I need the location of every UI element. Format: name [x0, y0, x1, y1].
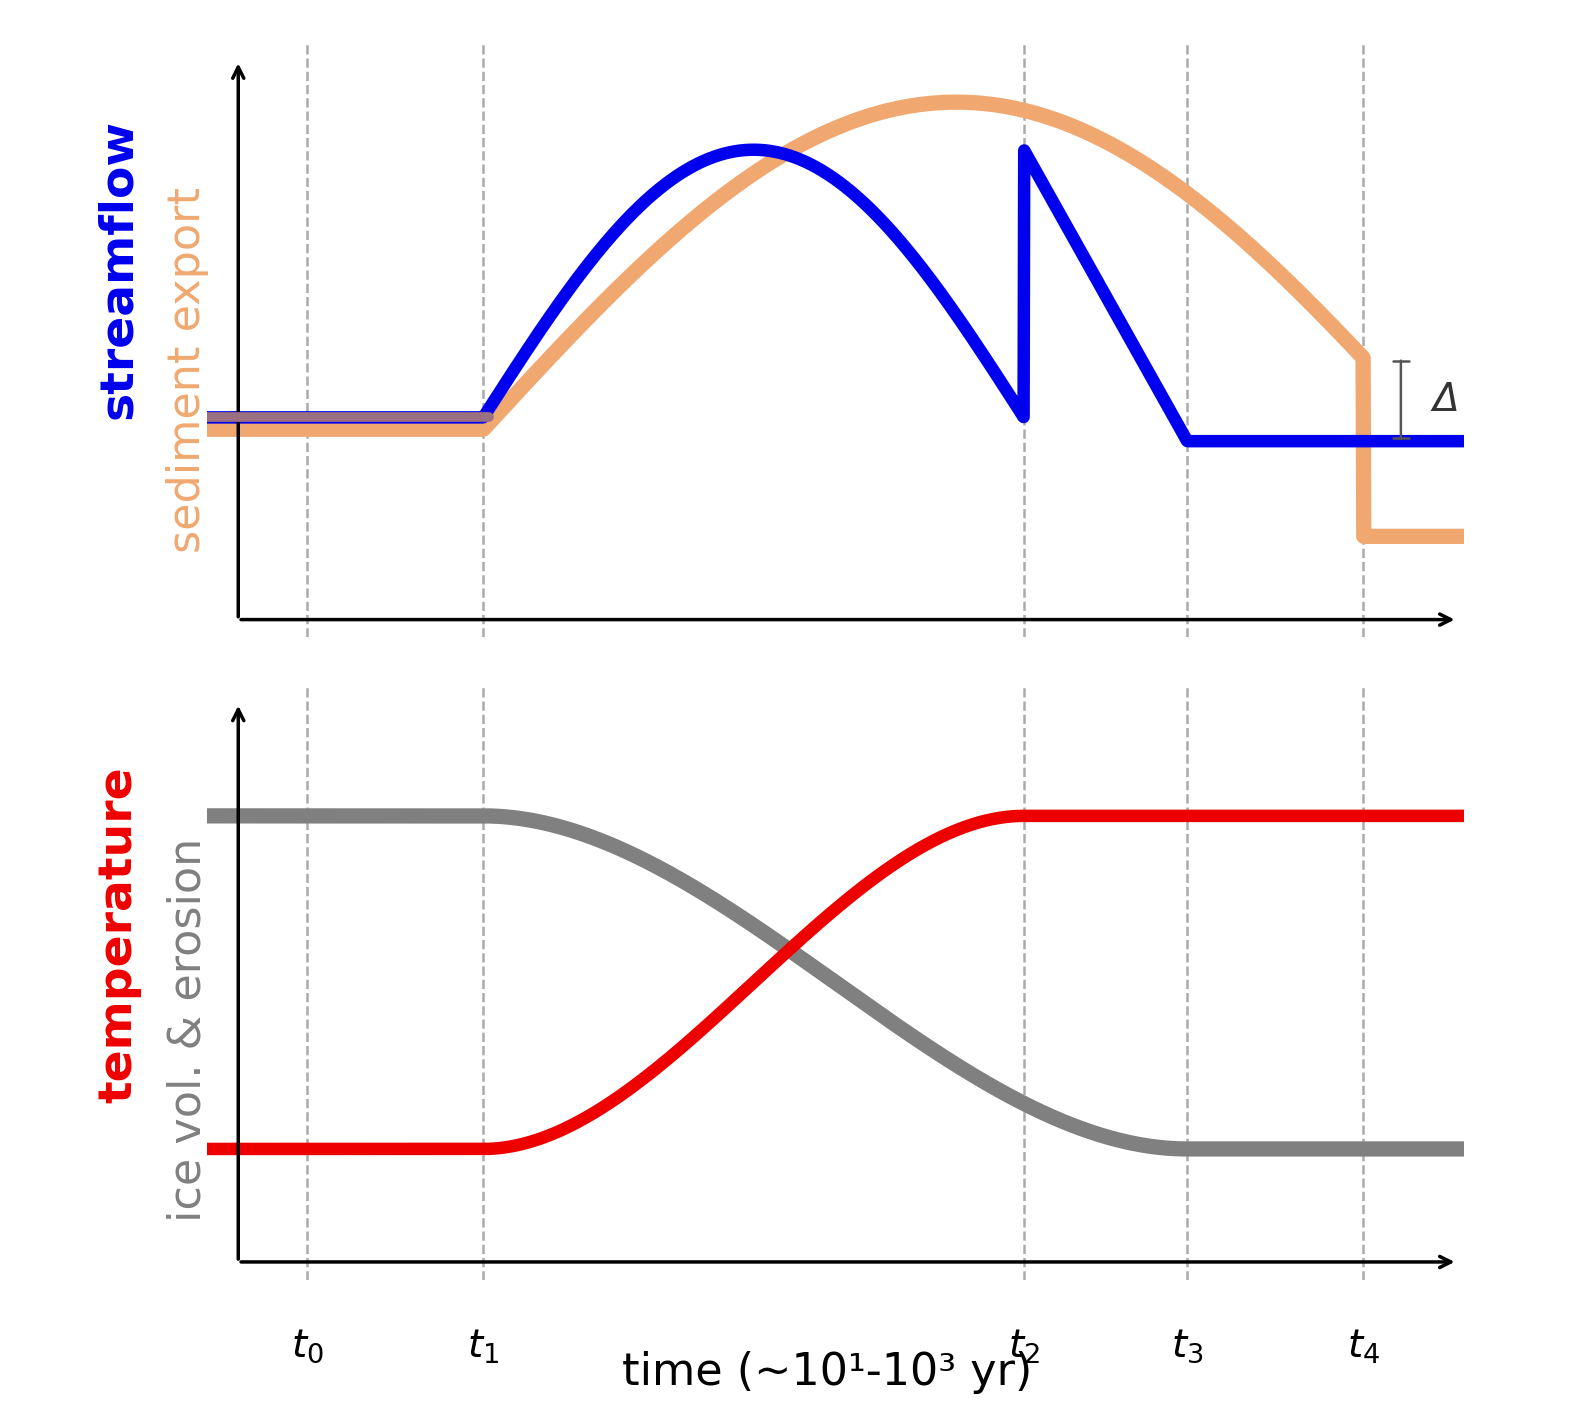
- Text: $t_0$: $t_0$: [291, 1327, 323, 1365]
- Text: time (~10¹-10³ yr): time (~10¹-10³ yr): [622, 1351, 1033, 1394]
- Text: sediment export: sediment export: [167, 186, 210, 553]
- Text: streamflow: streamflow: [97, 118, 142, 418]
- Text: $t_4$: $t_4$: [1346, 1327, 1379, 1365]
- Text: temperature: temperature: [97, 766, 142, 1103]
- Text: Δ: Δ: [1432, 381, 1459, 418]
- Text: $t_2$: $t_2$: [1007, 1327, 1041, 1365]
- Text: $t_1$: $t_1$: [468, 1327, 500, 1365]
- Text: ice vol. & erosion: ice vol. & erosion: [167, 838, 210, 1221]
- Text: $t_3$: $t_3$: [1171, 1327, 1203, 1365]
